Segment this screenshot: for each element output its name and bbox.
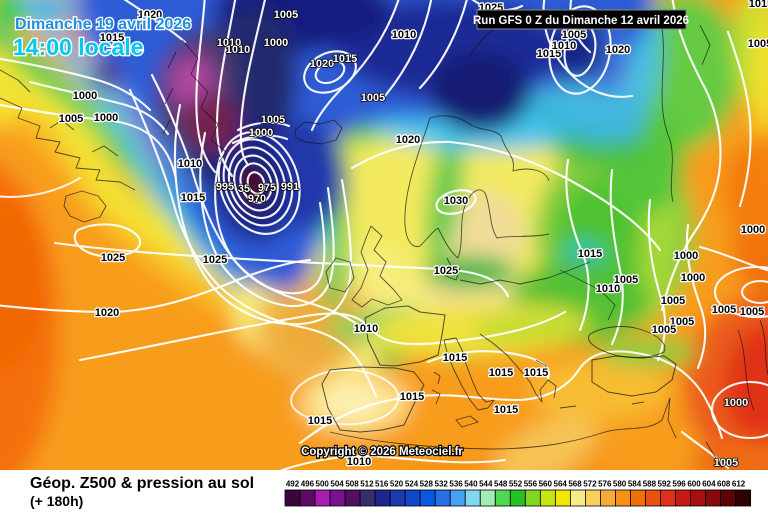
svg-text:560: 560 — [539, 480, 553, 489]
svg-text:1005: 1005 — [714, 457, 738, 469]
svg-text:588: 588 — [643, 480, 657, 489]
svg-text:608: 608 — [717, 480, 731, 489]
svg-text:1015: 1015 — [524, 367, 548, 379]
svg-text:1005: 1005 — [661, 295, 685, 307]
svg-text:592: 592 — [658, 480, 672, 489]
svg-text:Dimanche 19 avril 2026: Dimanche 19 avril 2026 — [15, 16, 191, 33]
svg-text:1005: 1005 — [712, 304, 736, 316]
svg-text:516: 516 — [375, 480, 389, 489]
svg-text:1010: 1010 — [226, 44, 250, 56]
svg-text:576: 576 — [598, 480, 612, 489]
svg-text:1005: 1005 — [614, 274, 638, 286]
svg-text:1000: 1000 — [94, 112, 118, 124]
svg-text:604: 604 — [702, 480, 716, 489]
svg-text:492: 492 — [286, 480, 300, 489]
svg-text:540: 540 — [464, 480, 478, 489]
svg-text:504: 504 — [330, 480, 344, 489]
svg-text:1020: 1020 — [396, 134, 420, 146]
svg-text:1005: 1005 — [274, 9, 298, 21]
svg-text:1005: 1005 — [670, 316, 694, 328]
svg-text:1020: 1020 — [606, 44, 630, 56]
svg-text:1015: 1015 — [308, 415, 332, 427]
svg-text:14:00 locale: 14:00 locale — [13, 34, 143, 60]
svg-text:1015: 1015 — [443, 352, 467, 364]
svg-text:1000: 1000 — [724, 397, 748, 409]
svg-text:1005: 1005 — [261, 114, 285, 126]
svg-text:496: 496 — [301, 480, 315, 489]
svg-text:Run GFS 0 Z du Dimanche 12 avr: Run GFS 0 Z du Dimanche 12 avril 2026 — [473, 15, 689, 27]
svg-text:Copyright © 2026 Meteociel.fr: Copyright © 2026 Meteociel.fr — [301, 446, 463, 458]
svg-text:508: 508 — [345, 480, 359, 489]
svg-text:520: 520 — [390, 480, 404, 489]
svg-text:528: 528 — [420, 480, 434, 489]
svg-text:995: 995 — [216, 181, 234, 193]
svg-text:500: 500 — [316, 480, 330, 489]
svg-text:1005: 1005 — [361, 92, 385, 104]
svg-text:(+ 180h): (+ 180h) — [30, 493, 83, 509]
svg-text:1015: 1015 — [100, 32, 124, 44]
svg-text:1005: 1005 — [740, 306, 764, 318]
svg-text:1015: 1015 — [578, 248, 602, 260]
svg-text:Géop. Z500 & pression au sol: Géop. Z500 & pression au sol — [30, 475, 254, 492]
svg-text:1010: 1010 — [178, 158, 202, 170]
svg-text:1005: 1005 — [562, 29, 586, 41]
svg-text:548: 548 — [494, 480, 508, 489]
svg-text:524: 524 — [405, 480, 419, 489]
svg-text:512: 512 — [360, 480, 374, 489]
svg-text:1015: 1015 — [494, 404, 518, 416]
svg-text:1015: 1015 — [489, 367, 513, 379]
svg-text:1015: 1015 — [749, 0, 768, 10]
svg-text:1015: 1015 — [400, 391, 424, 403]
svg-text:584: 584 — [628, 480, 642, 489]
svg-text:1005: 1005 — [748, 38, 768, 50]
svg-text:1010: 1010 — [354, 323, 378, 335]
svg-text:1000: 1000 — [264, 37, 288, 49]
svg-text:35: 35 — [238, 183, 250, 195]
svg-text:1000: 1000 — [674, 250, 698, 262]
svg-text:1015: 1015 — [333, 53, 357, 65]
svg-text:1030: 1030 — [444, 195, 468, 207]
svg-text:1010: 1010 — [392, 29, 416, 41]
svg-text:552: 552 — [509, 480, 523, 489]
svg-text:1000: 1000 — [681, 272, 705, 284]
svg-text:1000: 1000 — [73, 90, 97, 102]
svg-text:1010: 1010 — [217, 37, 241, 49]
svg-text:544: 544 — [479, 480, 493, 489]
svg-text:1020: 1020 — [95, 307, 119, 319]
svg-text:1000: 1000 — [741, 224, 765, 236]
svg-text:532: 532 — [435, 480, 449, 489]
svg-text:556: 556 — [524, 480, 538, 489]
svg-text:1010: 1010 — [552, 40, 576, 52]
svg-text:1005: 1005 — [59, 113, 83, 125]
svg-text:1025: 1025 — [434, 265, 458, 277]
svg-text:1015: 1015 — [537, 48, 561, 60]
svg-text:1010: 1010 — [347, 456, 371, 468]
svg-text:600: 600 — [687, 480, 701, 489]
svg-text:536: 536 — [449, 480, 463, 489]
svg-text:1025: 1025 — [101, 252, 125, 264]
svg-text:1010: 1010 — [596, 283, 620, 295]
svg-text:612: 612 — [732, 480, 746, 489]
svg-text:564: 564 — [554, 480, 568, 489]
svg-text:1005: 1005 — [652, 324, 676, 336]
svg-text:1020: 1020 — [310, 58, 334, 70]
svg-text:596: 596 — [672, 480, 686, 489]
svg-text:1000: 1000 — [249, 127, 273, 139]
svg-text:1025: 1025 — [203, 254, 227, 266]
svg-text:568: 568 — [568, 480, 582, 489]
svg-text:572: 572 — [583, 480, 597, 489]
svg-text:970: 970 — [248, 193, 266, 205]
svg-text:1015: 1015 — [181, 192, 205, 204]
svg-text:975: 975 — [258, 182, 276, 194]
svg-text:1020: 1020 — [138, 9, 162, 21]
svg-text:991: 991 — [281, 181, 299, 193]
svg-text:580: 580 — [613, 480, 627, 489]
